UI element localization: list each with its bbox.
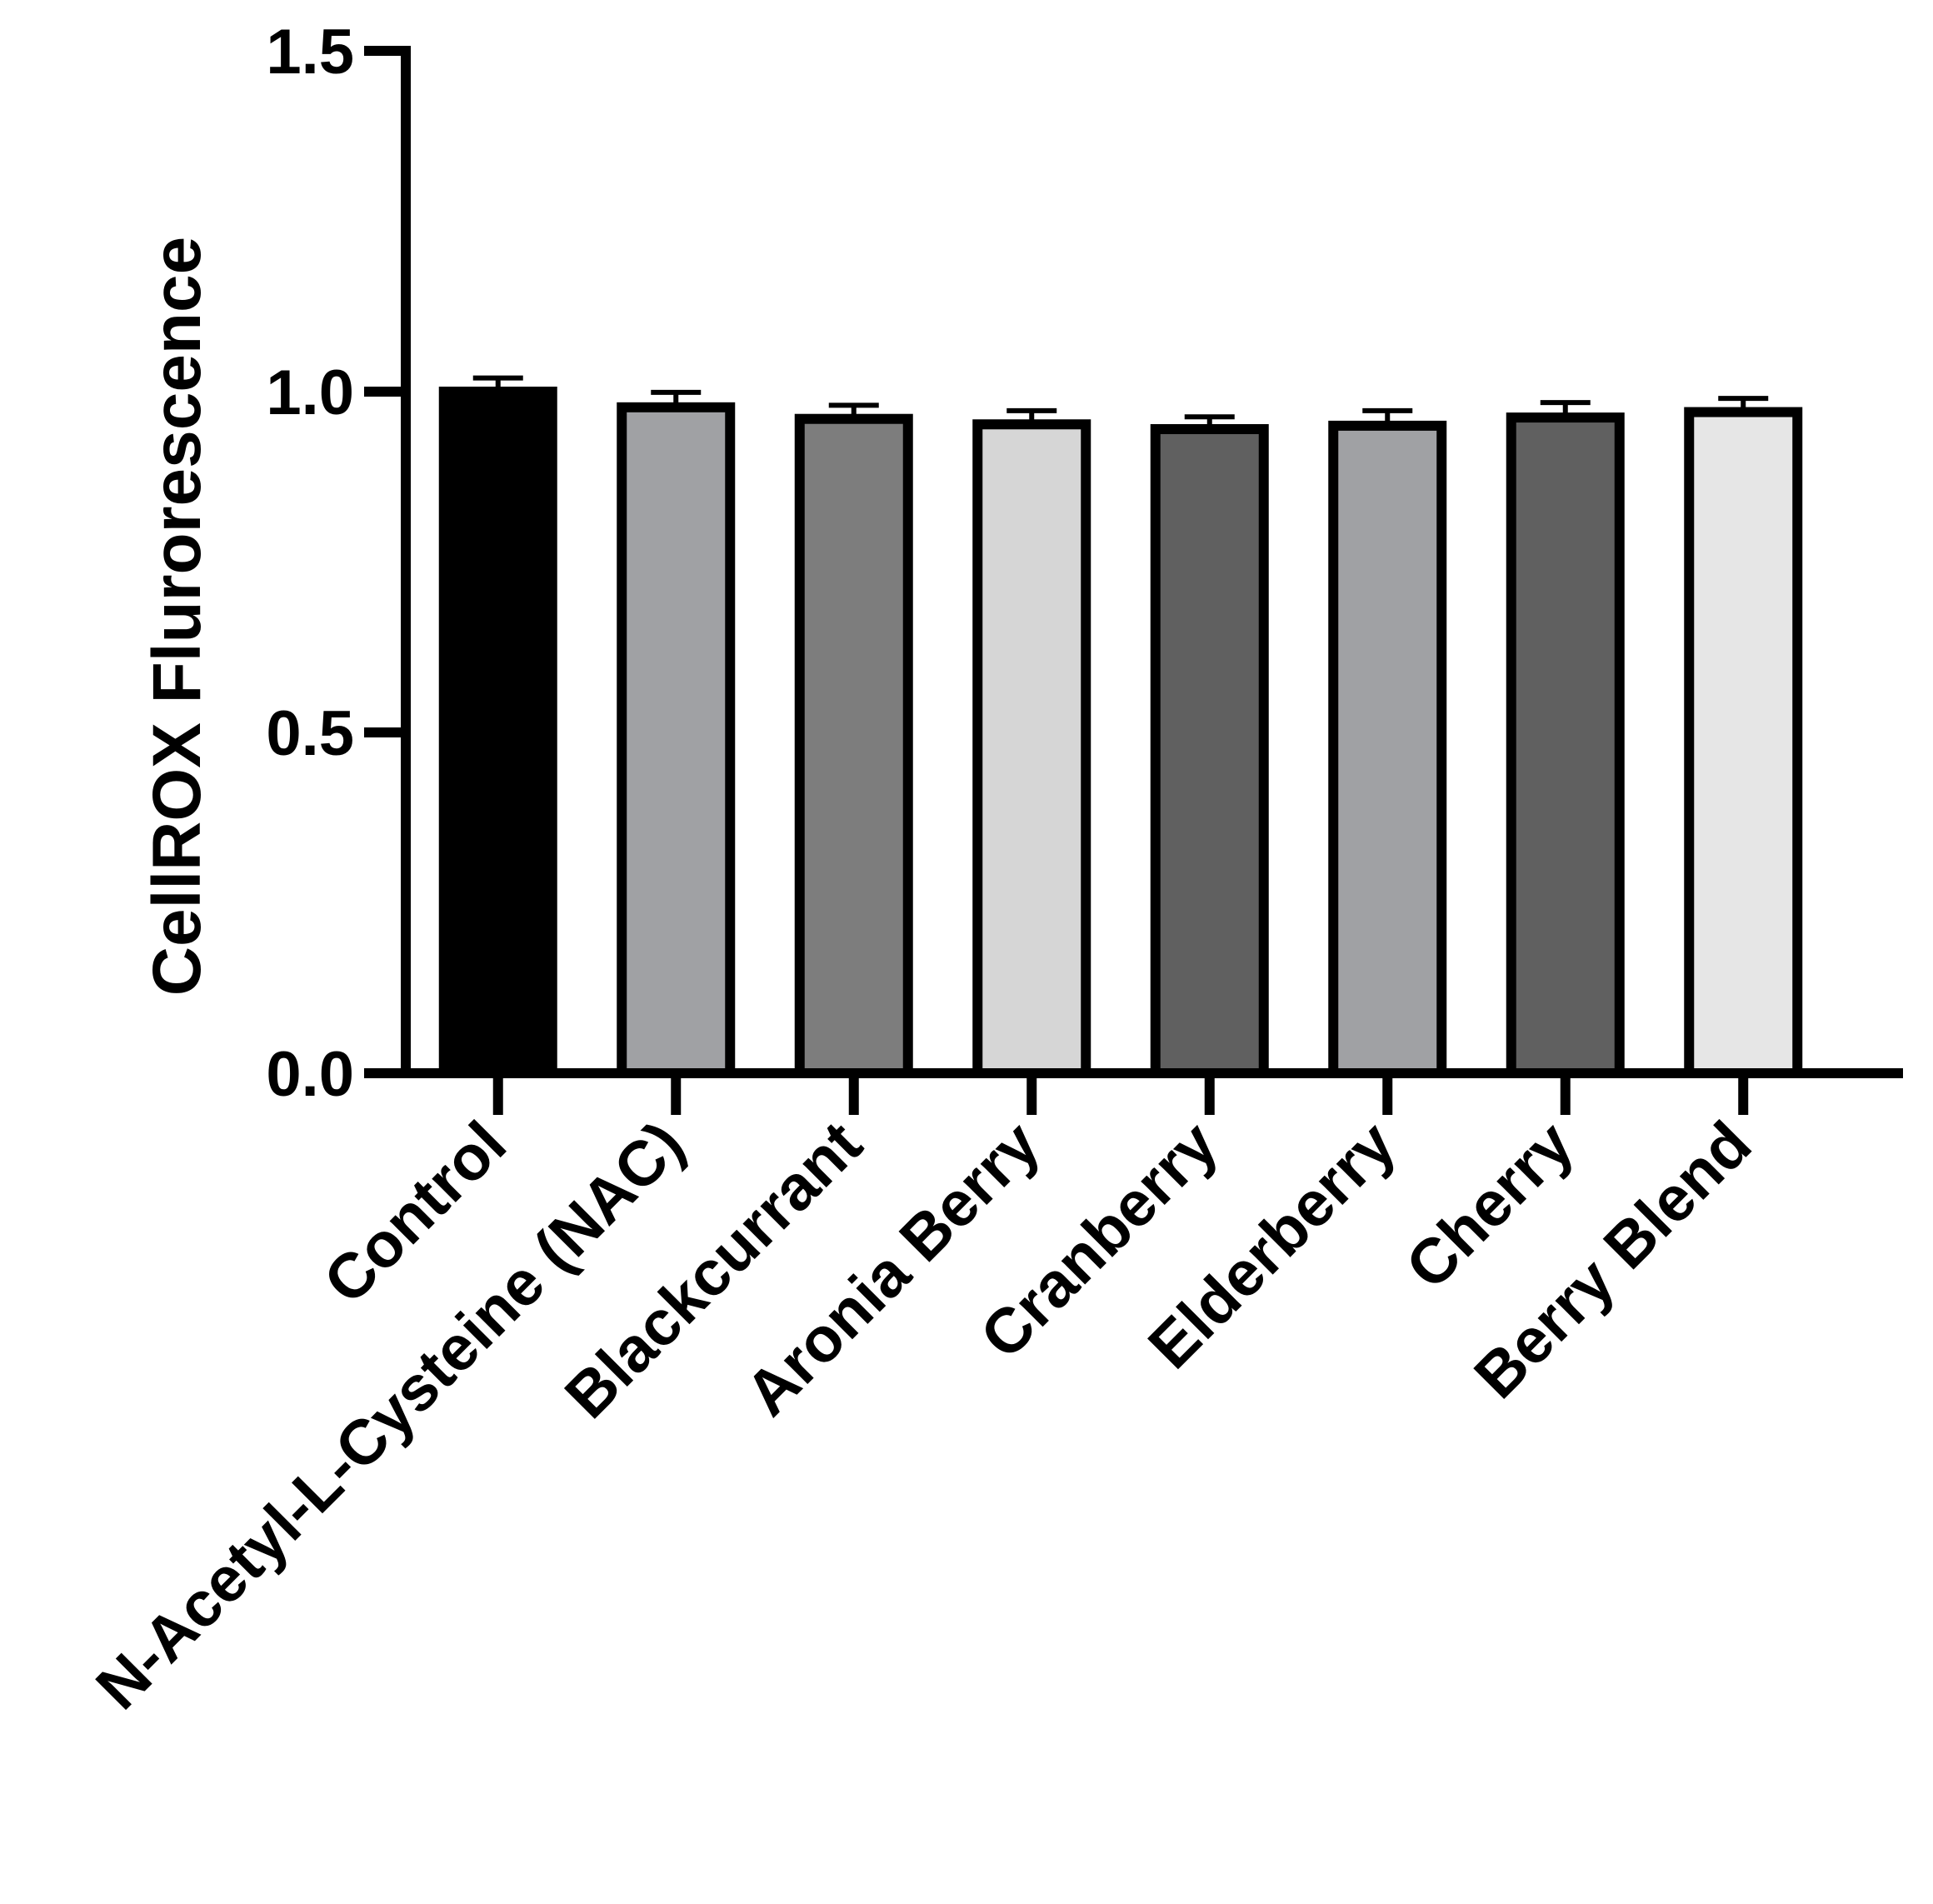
bar <box>1150 423 1269 1078</box>
axes-layer <box>401 46 1903 1078</box>
y-tick-label: 1.5 <box>266 17 354 87</box>
bar <box>794 413 913 1079</box>
y-tick-label: 0.5 <box>266 698 354 769</box>
bar <box>617 402 736 1078</box>
y-ticks-layer: 0.0 0.5 1.0 1.5 <box>266 17 406 1110</box>
bar <box>1506 412 1625 1079</box>
bar <box>438 387 557 1078</box>
y-tick-label: 0.0 <box>266 1039 354 1110</box>
bar <box>972 419 1091 1079</box>
error-bars-layer <box>472 375 1769 429</box>
bar <box>1328 420 1447 1078</box>
bar <box>1684 407 1803 1079</box>
bars-layer <box>438 387 1803 1079</box>
y-tick-label: 1.0 <box>266 357 354 428</box>
y-axis-title: CellROX Flurorescence <box>139 237 215 996</box>
